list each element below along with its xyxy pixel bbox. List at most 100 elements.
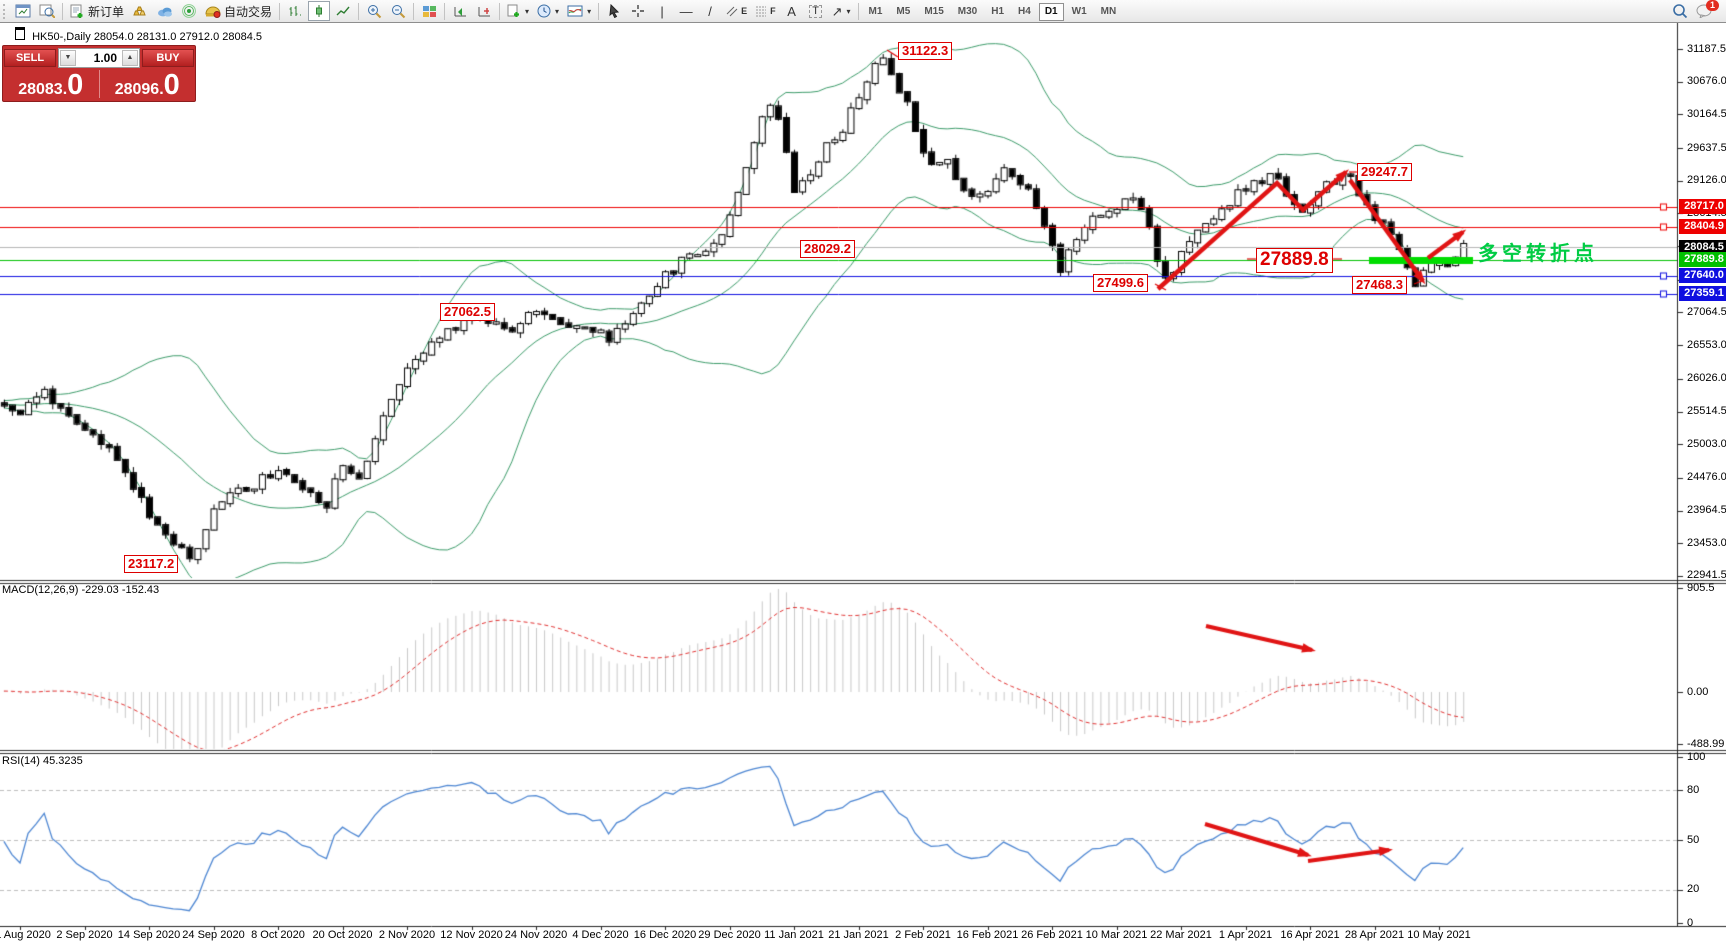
rsi-axis-tick: 100 xyxy=(1687,750,1706,763)
timeframe-m15-button[interactable]: M15 xyxy=(918,3,949,21)
toolbar-separator xyxy=(857,2,859,20)
fibonacci-icon xyxy=(756,6,767,17)
bar-chart-type-button[interactable] xyxy=(284,1,306,21)
period-button[interactable]: ▾ xyxy=(534,1,562,21)
zoom-out-icon xyxy=(391,4,405,18)
price-axis-label: 27640.0 xyxy=(1679,268,1726,284)
macd-indicator-header: MACD(12,26,9) -229.03 -152.43 xyxy=(2,584,160,596)
chevron-down-icon: ▾ xyxy=(525,6,530,16)
add-indicator-button[interactable]: ▾ xyxy=(504,1,532,21)
vertical-line-tool-button[interactable]: | xyxy=(651,1,673,21)
trade-panel-controls: SELL ▼ 1.00 ▲ BUY xyxy=(3,46,195,68)
price-annotation-tag[interactable]: 27889.8 xyxy=(1256,248,1333,273)
text-label-tool-button[interactable]: T xyxy=(805,1,827,21)
fibonacci-tool-button[interactable]: F xyxy=(752,1,779,21)
auto-scroll-icon xyxy=(454,6,466,16)
timeframe-mn-button[interactable]: MN xyxy=(1095,3,1123,21)
price-annotation-tag[interactable]: 23117.2 xyxy=(124,555,179,573)
price-axis-tick: 30676.0 xyxy=(1687,75,1726,88)
search-button[interactable] xyxy=(1669,1,1691,21)
time-axis-label: 4 Dec 2020 xyxy=(572,929,629,941)
timeframe-m5-button[interactable]: M5 xyxy=(890,3,916,21)
zoom-in-button[interactable] xyxy=(363,1,385,21)
arrows-tool-button[interactable]: ↗ ▾ xyxy=(829,1,854,21)
timeframe-h1-button[interactable]: H1 xyxy=(985,3,1010,21)
market-depth-button[interactable] xyxy=(129,1,151,21)
gold-bars-icon xyxy=(133,6,146,16)
price-annotation-tag[interactable]: 31122.3 xyxy=(898,42,953,60)
chart-shift-button[interactable] xyxy=(473,1,495,21)
cloud-sync-button[interactable] xyxy=(153,1,176,21)
candlestick-chart-type-button[interactable] xyxy=(308,1,331,21)
line-chart-type-button[interactable] xyxy=(332,1,354,21)
one-click-trading-panel[interactable]: SELL ▼ 1.00 ▲ BUY 28083. 0 28096. 0 xyxy=(2,45,196,102)
rsi-axis-tick: 80 xyxy=(1687,783,1700,796)
text-label-icon: T xyxy=(809,4,822,18)
macd-axis-tick: 0.00 xyxy=(1687,685,1709,698)
text-tool-button[interactable]: A xyxy=(781,1,803,21)
new-chart-button[interactable] xyxy=(12,1,34,21)
candlestick-icon xyxy=(316,5,323,17)
price-annotation-tag[interactable]: 29247.7 xyxy=(1357,163,1412,181)
macd-axis-tick: -488.99 xyxy=(1687,737,1725,750)
chart-profiles-button[interactable] xyxy=(36,1,58,21)
zoom-out-button[interactable] xyxy=(387,1,409,21)
price-axis-tick: 25003.0 xyxy=(1687,437,1726,450)
buy-button[interactable]: BUY xyxy=(142,48,194,67)
auto-trading-button[interactable]: 自动交易 xyxy=(202,1,275,21)
timeframe-m30-button[interactable]: M30 xyxy=(952,3,983,21)
sell-price: 28083. 0 xyxy=(18,69,84,102)
time-axis-label: 24 Sep 2020 xyxy=(182,929,245,941)
time-axis-label: 22 Mar 2021 xyxy=(1150,929,1212,941)
price-annotation-tag[interactable]: 27468.3 xyxy=(1352,276,1407,294)
price-annotation-tag[interactable]: 27062.5 xyxy=(440,303,495,321)
price-axis-label: 28404.9 xyxy=(1679,219,1726,235)
volume-decrease-button[interactable]: ▼ xyxy=(60,49,76,66)
tile-windows-button[interactable] xyxy=(418,1,440,21)
horizontal-line-tool-button[interactable]: — xyxy=(675,1,697,21)
equidistant-channel-tool-button[interactable]: E xyxy=(723,1,750,21)
macd-axis-tick: 905.5 xyxy=(1687,581,1715,594)
template-icon xyxy=(567,5,583,17)
buy-price: 28096. 0 xyxy=(114,69,180,102)
template-button[interactable]: ▾ xyxy=(564,1,594,21)
chart-shift-icon xyxy=(478,6,490,16)
cursor-tool-button[interactable] xyxy=(603,1,625,21)
price-axis-tick: 29637.5 xyxy=(1687,141,1726,154)
crosshair-tool-button[interactable] xyxy=(627,1,649,21)
toolbar-separator xyxy=(413,2,415,20)
time-axis-label: 20 Oct 2020 xyxy=(312,929,373,941)
new-order-button[interactable]: 新订单 xyxy=(67,1,127,21)
price-annotation-tag[interactable]: 28029.2 xyxy=(800,240,855,258)
line-chart-icon xyxy=(336,6,350,15)
signal-icon xyxy=(182,4,196,18)
notifications-button[interactable]: 1 xyxy=(1693,0,1719,21)
zoom-in-icon xyxy=(367,4,381,18)
chevron-down-icon: ▾ xyxy=(555,6,560,16)
timeframe-w1-button[interactable]: W1 xyxy=(1066,3,1093,21)
signals-button[interactable] xyxy=(178,1,200,21)
chevron-down-icon: ▾ xyxy=(587,6,592,16)
sell-button[interactable]: SELL xyxy=(4,48,56,67)
trade-panel-prices: 28083. 0 28096. 0 xyxy=(3,68,195,100)
time-axis-label: 16 Feb 2021 xyxy=(956,929,1019,941)
search-icon xyxy=(1673,4,1688,19)
volume-value[interactable]: 1.00 xyxy=(93,50,117,65)
auto-scroll-button[interactable] xyxy=(449,1,471,21)
timeframe-h4-button[interactable]: H4 xyxy=(1012,3,1037,21)
cloud-icon xyxy=(158,7,173,17)
rsi-indicator-header: RSI(14) 45.3235 xyxy=(2,755,83,767)
trendline-tool-button[interactable]: / xyxy=(699,1,721,21)
volume-spinner[interactable]: ▼ 1.00 ▲ xyxy=(58,47,140,68)
timeframe-d1-button[interactable]: D1 xyxy=(1038,2,1064,21)
volume-increase-button[interactable]: ▲ xyxy=(122,49,138,66)
time-axis-label: 8 Oct 2020 xyxy=(251,929,305,941)
symbol-title: HK50-,Daily 28054.0 28131.0 27912.0 2808… xyxy=(15,27,262,43)
time-axis-label: 1 Apr 2021 xyxy=(1218,929,1273,941)
turning-point-annotation[interactable]: 多空转折点 xyxy=(1478,243,1598,265)
timeframe-m1-button[interactable]: M1 xyxy=(863,3,889,21)
price-annotation-tag[interactable]: 27499.6 xyxy=(1093,274,1148,292)
